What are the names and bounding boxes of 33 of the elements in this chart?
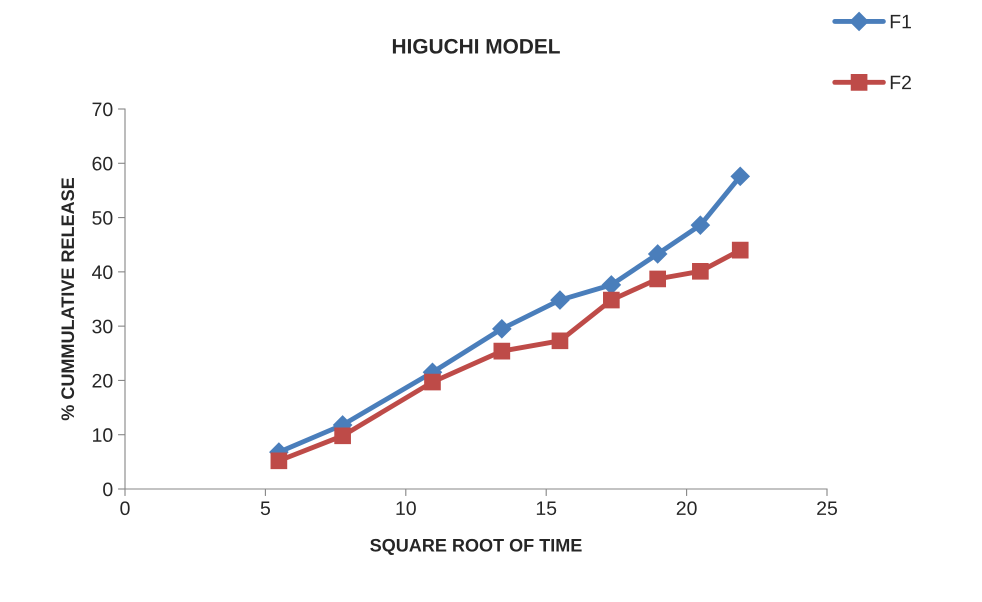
point bbox=[690, 216, 710, 235]
chart-title: HIGUCHI MODEL bbox=[392, 38, 560, 54]
point bbox=[552, 332, 568, 350]
point bbox=[270, 452, 288, 470]
y-tick-label: 70 bbox=[92, 102, 112, 116]
x-tick-label: 10 bbox=[396, 501, 416, 516]
point bbox=[603, 292, 620, 308]
point bbox=[648, 244, 668, 264]
point bbox=[550, 290, 570, 310]
y-tick-label: 50 bbox=[92, 211, 112, 225]
point bbox=[424, 374, 441, 390]
y-tick-label: 20 bbox=[92, 374, 112, 388]
y-tick-label: 40 bbox=[92, 265, 112, 280]
legend-label: F2 bbox=[890, 76, 911, 90]
y-tick-label: 0 bbox=[103, 482, 112, 496]
point bbox=[730, 166, 750, 186]
x-tick-label: 5 bbox=[260, 502, 270, 516]
legend-label: F1 bbox=[890, 14, 911, 28]
x-tick-label: 0 bbox=[120, 501, 130, 516]
y-tick-label: 10 bbox=[93, 428, 112, 442]
point bbox=[334, 427, 351, 444]
point bbox=[692, 262, 709, 280]
y-tick-label: 30 bbox=[92, 320, 112, 334]
point bbox=[649, 270, 666, 288]
point bbox=[494, 342, 510, 360]
y-tick-label: 60 bbox=[92, 156, 112, 171]
x-axis-title: SQUARE ROOT OF TIME bbox=[370, 538, 582, 556]
point bbox=[492, 319, 512, 338]
point bbox=[732, 242, 749, 258]
x-tick-label: 25 bbox=[817, 501, 837, 516]
x-tick-label: 20 bbox=[676, 501, 697, 516]
x-tick-label: 15 bbox=[536, 502, 556, 516]
y-axis-title: % CUMMULATIVE RELEASE bbox=[61, 178, 74, 420]
